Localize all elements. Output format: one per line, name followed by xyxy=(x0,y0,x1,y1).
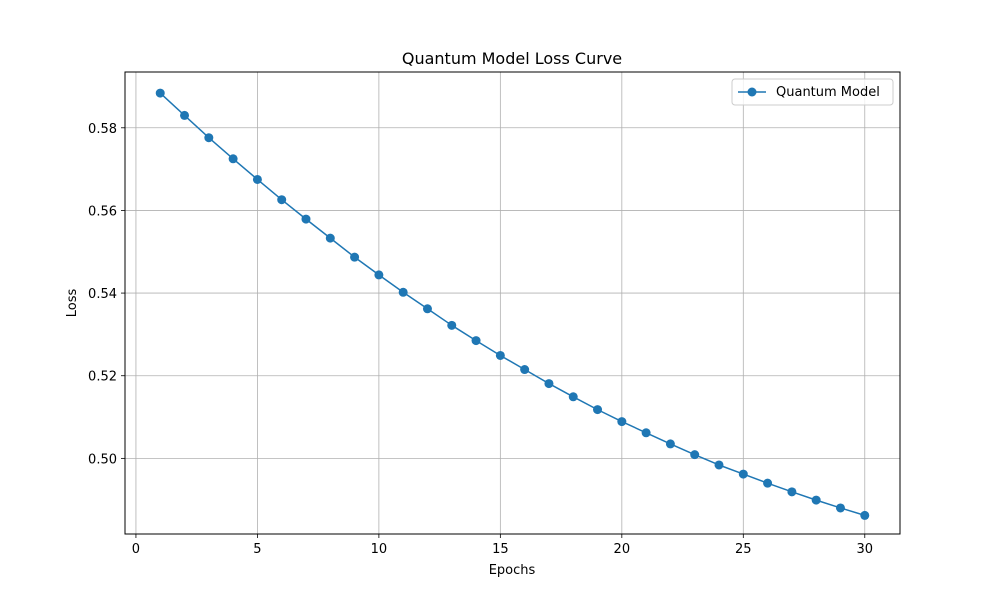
data-point xyxy=(350,252,360,262)
legend-marker-swatch xyxy=(747,87,757,97)
data-point xyxy=(738,469,748,479)
data-point xyxy=(860,510,870,520)
data-point xyxy=(301,214,311,224)
series-layer xyxy=(155,88,870,520)
data-point xyxy=(544,379,554,389)
legend-box xyxy=(731,78,894,106)
x-tick-label: 15 xyxy=(492,542,509,557)
x-tick-label: 25 xyxy=(735,542,752,557)
y-tick-label: 0.56 xyxy=(88,204,117,219)
data-point xyxy=(835,503,845,513)
data-point xyxy=(277,195,287,205)
data-point xyxy=(641,428,651,438)
x-tick-label: 5 xyxy=(253,542,261,557)
data-point xyxy=(228,154,238,164)
data-point xyxy=(398,287,408,297)
x-tick-label: 10 xyxy=(371,542,388,557)
data-point xyxy=(447,320,457,330)
legend-entry-label: Quantum Model xyxy=(776,85,880,100)
data-point xyxy=(325,233,335,243)
data-point xyxy=(495,350,505,360)
y-axis-ticks: 0.50 0.52 0.54 0.56 0.58 xyxy=(88,122,125,467)
y-tick-label: 0.54 xyxy=(88,287,117,302)
x-tick-label: 30 xyxy=(856,542,873,557)
y-tick-label: 0.58 xyxy=(88,122,117,137)
x-tick-label: 0 xyxy=(132,542,140,557)
data-point xyxy=(520,365,530,375)
y-axis-label: Loss xyxy=(65,289,80,318)
data-point xyxy=(714,460,724,470)
y-tick-label: 0.50 xyxy=(88,452,117,467)
data-point xyxy=(471,336,481,346)
x-axis-ticks: 0 5 10 15 20 25 30 xyxy=(132,534,873,557)
data-point xyxy=(155,88,165,98)
data-point xyxy=(252,174,262,184)
data-point xyxy=(690,450,700,460)
y-tick-label: 0.52 xyxy=(88,370,117,385)
data-point xyxy=(180,110,190,120)
plot-frame xyxy=(124,71,901,535)
data-point xyxy=(665,439,675,449)
data-point xyxy=(422,304,432,314)
x-tick-label: 20 xyxy=(614,542,631,557)
legend: Quantum Model xyxy=(731,78,894,106)
series-line xyxy=(159,92,865,517)
data-point xyxy=(763,478,773,488)
data-point xyxy=(617,417,627,427)
chart-title: Quantum Model Loss Curve xyxy=(402,49,622,68)
data-point xyxy=(568,392,578,402)
data-point xyxy=(787,487,797,497)
data-point xyxy=(204,133,214,143)
data-point xyxy=(593,405,603,415)
grid-lines xyxy=(125,72,900,534)
x-axis-label: Epochs xyxy=(489,563,536,578)
data-point xyxy=(374,270,384,280)
data-point xyxy=(811,495,821,505)
